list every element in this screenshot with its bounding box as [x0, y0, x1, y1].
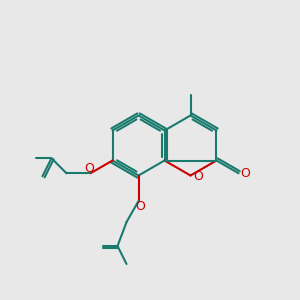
Text: O: O	[193, 170, 203, 184]
Text: O: O	[135, 200, 145, 213]
Text: O: O	[240, 167, 250, 180]
Text: O: O	[84, 162, 94, 175]
